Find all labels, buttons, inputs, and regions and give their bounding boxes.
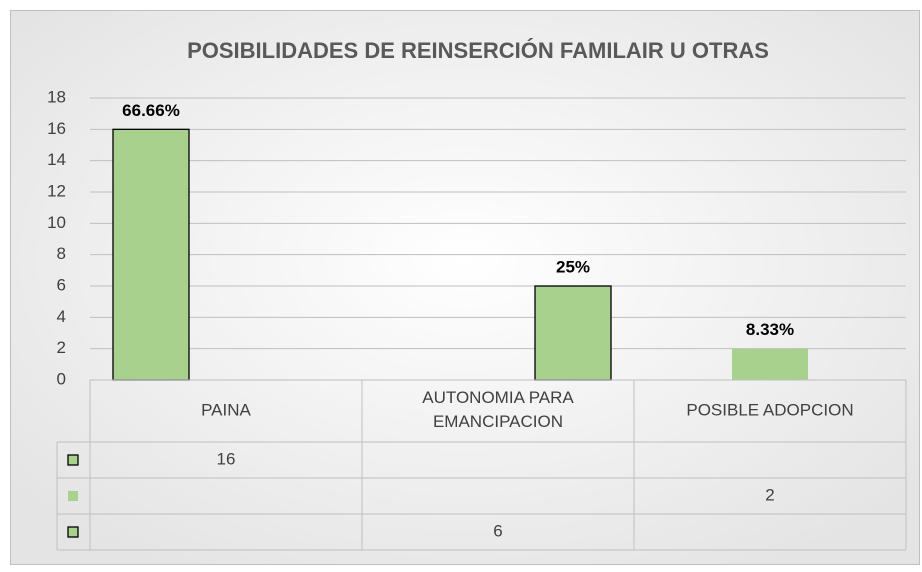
data-label: 8.33% [746,320,794,339]
y-tick-label: 4 [57,307,66,326]
chart-title: POSIBILIDADES DE REINSERCIÓN FAMILAIR U … [187,38,769,63]
y-tick-label: 14 [47,150,66,169]
y-tick-label: 12 [47,181,66,200]
y-tick-label: 0 [57,369,66,388]
category-label: POSIBLE ADOPCION [686,400,853,419]
table-value: 6 [493,521,502,540]
y-tick-label: 16 [47,119,66,138]
category-label: AUTONOMIA PARA EMANCIPACION [422,388,574,431]
table-value: 2 [765,485,774,504]
legend-key [67,454,79,466]
category-label: PAINA [201,400,251,419]
bar [534,285,612,381]
bar [112,128,190,381]
legend-key [68,491,78,501]
y-tick-label: 10 [47,213,66,232]
bar [732,348,808,380]
table-value: 16 [217,449,236,468]
legend-key [67,526,79,538]
y-tick-label: 18 [47,87,66,106]
y-tick-label: 8 [57,244,66,263]
data-label: 66.66% [122,101,180,120]
y-tick-label: 2 [57,338,66,357]
data-label: 25% [556,257,590,276]
y-tick-label: 6 [57,275,66,294]
